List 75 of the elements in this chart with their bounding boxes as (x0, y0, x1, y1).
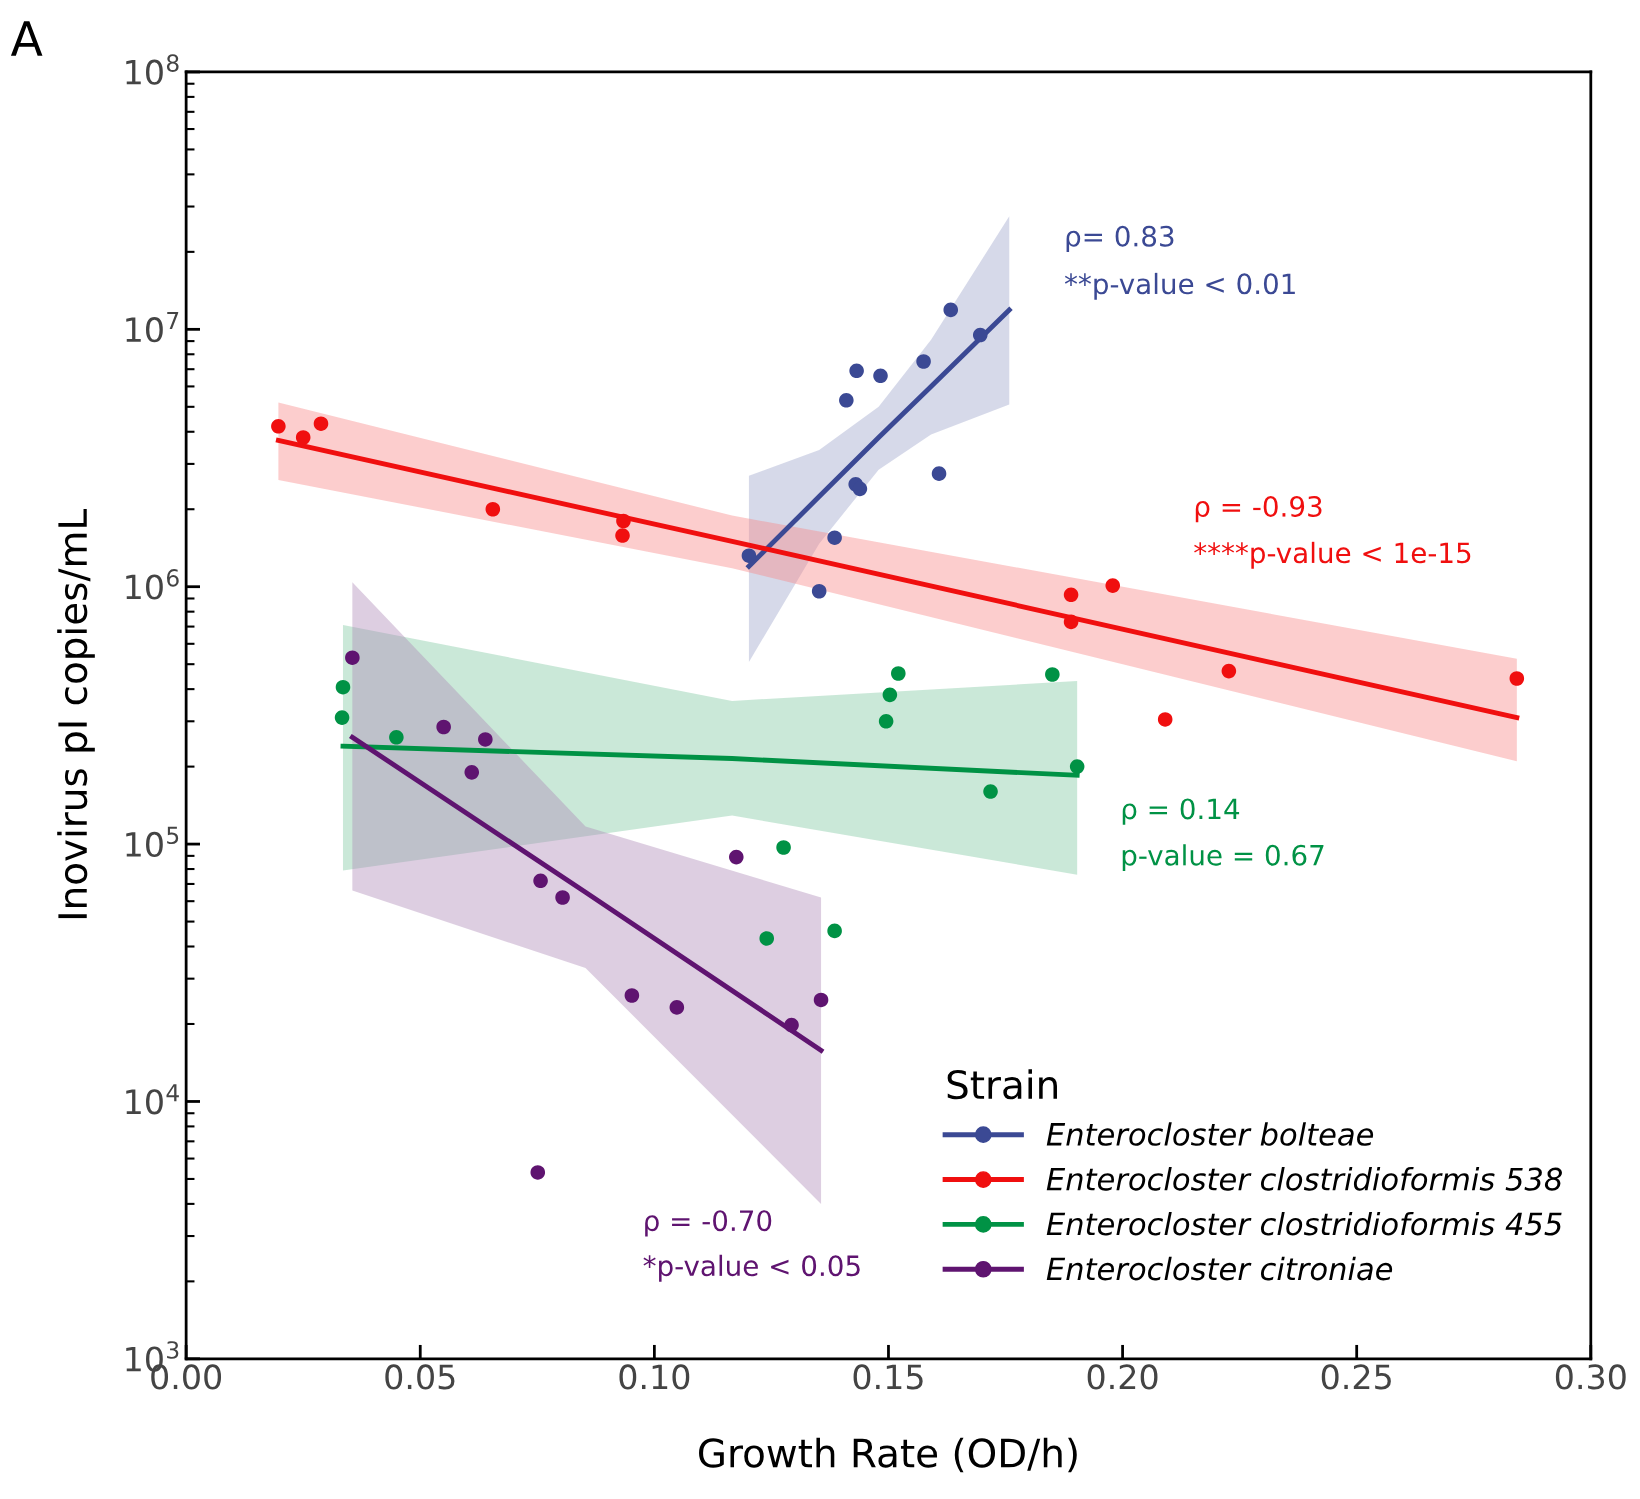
point (759, 931, 775, 946)
point (345, 650, 360, 665)
point (335, 679, 351, 695)
point (464, 765, 480, 780)
point (555, 890, 570, 905)
point (1045, 667, 1060, 682)
y-tick-label: 10$^{5}$ (126, 826, 179, 857)
point (615, 528, 630, 543)
annotation: ****p-value < 1e-15 (1194, 541, 1471, 569)
point (873, 368, 888, 384)
point (827, 923, 842, 939)
point (1509, 671, 1525, 686)
point (669, 1000, 685, 1015)
annotation: p-value = 0.67 (1122, 844, 1324, 872)
point (878, 714, 894, 729)
x-tick-label: 0.05 (385, 1364, 455, 1390)
annotation: ρ = -0.93 (1195, 495, 1322, 523)
legend-label: Enterocloster bolteae (1046, 1122, 1374, 1146)
point (1105, 578, 1121, 593)
point (813, 992, 829, 1008)
y-axis-title: Inovirus pI copies/mL (57, 509, 95, 919)
legend-label: Enterocloster clostridioformis 455 (1046, 1211, 1562, 1236)
point (1069, 759, 1085, 774)
y-tick-label: 10$^{8}$ (126, 54, 179, 85)
x-tick-label: 0.30 (1555, 1364, 1626, 1390)
point (1063, 587, 1079, 603)
point (729, 849, 744, 865)
legend-label: Enterocloster clostridioformis 538 (1046, 1167, 1562, 1191)
point (882, 687, 898, 703)
point (533, 873, 548, 889)
annotation: ρ = -0.70 (645, 1210, 772, 1237)
y-tick-label: 10$^{6}$ (126, 569, 179, 600)
point (616, 513, 631, 529)
point (784, 1017, 799, 1033)
point (295, 430, 311, 445)
point (436, 719, 451, 735)
x-tick-label: 0.15 (853, 1364, 923, 1390)
y-tick-label: 10$^{7}$ (126, 311, 179, 343)
annotation: ρ = 0.14 (1122, 798, 1240, 825)
point (972, 327, 988, 343)
point (1157, 712, 1173, 727)
point (827, 530, 842, 545)
text: A (10, 21, 43, 56)
point (530, 1165, 546, 1180)
point (1221, 663, 1237, 679)
point (849, 363, 864, 379)
point (891, 666, 906, 681)
point (624, 988, 640, 1003)
point (313, 416, 329, 431)
y-tick-label: 10$^{4}$ (126, 1084, 179, 1115)
annotation: **p-value < 0.01 (1064, 272, 1295, 300)
annotation: ρ= 0.83 (1066, 225, 1174, 253)
point (478, 732, 493, 747)
point (916, 354, 931, 369)
point (1063, 614, 1079, 630)
x-axis-title: Growth Rate (OD/h) (699, 1437, 1077, 1473)
legend-label: Enterocloster citroniae (1046, 1256, 1393, 1281)
point (271, 419, 286, 434)
line-series (746, 307, 1012, 569)
annotation: *p-value < 0.05 (643, 1254, 860, 1282)
point (334, 710, 350, 725)
point (389, 730, 404, 745)
point (983, 784, 998, 799)
point (811, 583, 827, 599)
point (839, 393, 854, 408)
x-tick-label: 0.10 (619, 1364, 690, 1390)
point (931, 466, 947, 481)
point (943, 302, 959, 318)
x-tick-label: 0.25 (1321, 1364, 1391, 1390)
point (741, 548, 757, 563)
point (776, 840, 791, 855)
x-tick-label: 0.20 (1087, 1364, 1158, 1390)
point (485, 501, 501, 517)
point (852, 481, 868, 497)
legend-title: Strain (947, 1069, 1057, 1100)
